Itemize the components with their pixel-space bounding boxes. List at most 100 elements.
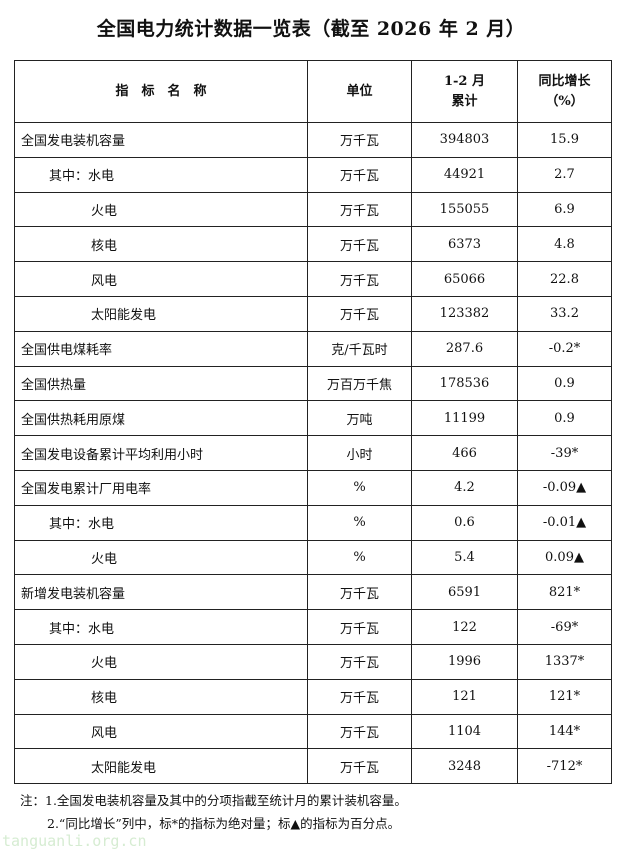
table-row: 核电 万千瓦 121 121* bbox=[14, 678, 612, 715]
cumulative-value: 155055 bbox=[411, 191, 518, 228]
unit-cell: 万吨 bbox=[307, 400, 412, 437]
indicator-name: 火电 bbox=[14, 539, 308, 576]
note-2: 2.“同比增长”列中，标*的指标为绝对量；标▲的指标为百分点。 bbox=[47, 816, 401, 831]
growth-value: 2.7 bbox=[517, 156, 612, 193]
indicator-name: 太阳能发电 bbox=[14, 748, 308, 785]
table-row: 全国发电装机容量 万千瓦 394803 15.9 bbox=[14, 122, 612, 158]
page-title: 全国电力统计数据一览表（截至 2026 年 2 月） bbox=[96, 18, 526, 40]
header-unit: 单位 bbox=[307, 60, 412, 123]
note-1: 注：1.全国发电装机容量及其中的分项指截至统计月的累计装机容量。 bbox=[20, 793, 407, 808]
indicator-name: 核电 bbox=[14, 226, 308, 263]
table-row: 新增发电装机容量 万千瓦 6591 821* bbox=[14, 574, 612, 611]
table-row: 火电% 5.4 0.09▲ bbox=[14, 539, 612, 576]
header-growth-line1: 同比增长 bbox=[538, 73, 591, 89]
cumulative-value: 287.6 bbox=[411, 330, 518, 367]
unit-cell: 克/千瓦时 bbox=[307, 330, 412, 367]
cumulative-value: 65066 bbox=[411, 261, 518, 297]
table-row: 火电 万千瓦 155055 6.9 bbox=[14, 191, 612, 228]
cumulative-value: 1996 bbox=[411, 643, 518, 680]
unit-cell: 万千瓦 bbox=[307, 156, 412, 193]
cumulative-value: 123382 bbox=[411, 295, 518, 332]
growth-value: -0.2* bbox=[517, 330, 612, 367]
growth-value: 0.09▲ bbox=[517, 539, 612, 576]
cumulative-value: 466 bbox=[411, 435, 518, 471]
power-statistics-table: 指 标 名 称 单位 1-2 月累计 同比增长 （%） 全国发电装机容量 万千瓦 39… bbox=[14, 60, 612, 785]
unit-cell: % bbox=[307, 504, 412, 541]
indicator-name: 全国发电设备累计平均利用小时 bbox=[14, 435, 308, 471]
growth-value: 0.9 bbox=[517, 365, 612, 402]
table-row: 核电 万千瓦 6373 4.8 bbox=[14, 226, 612, 263]
indicator-name: 其中：水电 bbox=[14, 609, 308, 645]
indicator-name: 太阳能发电 bbox=[14, 295, 308, 332]
growth-value: 144* bbox=[517, 713, 612, 750]
table-row: 太阳能发电 万千瓦 3248 -712* bbox=[14, 748, 612, 785]
indicator-name: 其中：水电 bbox=[14, 504, 308, 541]
header-growth-line2: （%） bbox=[545, 93, 584, 109]
growth-value: 821* bbox=[517, 574, 612, 611]
unit-cell: 万千瓦 bbox=[307, 713, 412, 750]
table-row: 太阳能发电 万千瓦 123382 33.2 bbox=[14, 295, 612, 332]
header-cumulative-line1: 1-2 月 bbox=[443, 73, 485, 89]
indicator-name: 全国供热耗用原煤 bbox=[14, 400, 308, 437]
indicator-name: 全国发电装机容量 bbox=[14, 122, 308, 158]
growth-value: 22.8 bbox=[517, 261, 612, 297]
cumulative-value: 5.4 bbox=[411, 539, 518, 576]
table-row: 其中：水电% 0.6 -0.01▲ bbox=[14, 504, 612, 541]
cumulative-value: 6591 bbox=[411, 574, 518, 611]
cumulative-value: 11199 bbox=[411, 400, 518, 437]
cumulative-value: 394803 bbox=[411, 122, 518, 158]
cumulative-value: 122 bbox=[411, 609, 518, 645]
unit-cell: 万千瓦 bbox=[307, 643, 412, 680]
header-cumulative: 1-2 月累计 bbox=[411, 60, 518, 123]
unit-cell: 万千瓦 bbox=[307, 122, 412, 158]
header-growth: 同比增长 （%） bbox=[517, 60, 612, 123]
table-header-row: 指 标 名 称 单位 1-2 月累计 同比增长 （%） bbox=[14, 60, 612, 123]
cumulative-value: 4.2 bbox=[411, 469, 518, 506]
unit-cell: 万千瓦 bbox=[307, 295, 412, 332]
notes: 注：1.全国发电装机容量及其中的分项指截至统计月的累计装机容量。 2.“同比增长… bbox=[20, 789, 407, 835]
indicator-name: 新增发电装机容量 bbox=[14, 574, 308, 611]
indicator-name: 风电 bbox=[14, 261, 308, 297]
header-indicator-name: 指 标 名 称 bbox=[14, 60, 308, 123]
growth-value: -39* bbox=[517, 435, 612, 471]
indicator-name: 全国供电煤耗率 bbox=[14, 330, 308, 367]
table-row: 全国供热量 万百万千焦 178536 0.9 bbox=[14, 365, 612, 402]
table-row: 全国发电设备累计平均利用小时 小时 466 -39* bbox=[14, 435, 612, 471]
unit-cell: 万千瓦 bbox=[307, 261, 412, 297]
indicator-name: 核电 bbox=[14, 678, 308, 715]
unit-cell: 小时 bbox=[307, 435, 412, 471]
growth-value: -712* bbox=[517, 748, 612, 785]
table-row: 全国发电累计厂用电率% 4.2 -0.09▲ bbox=[14, 469, 612, 506]
table-row: 全国供热耗用原煤 万吨 11199 0.9 bbox=[14, 400, 612, 437]
unit-cell: 万千瓦 bbox=[307, 609, 412, 645]
growth-value: 1337* bbox=[517, 643, 612, 680]
cumulative-value: 3248 bbox=[411, 748, 518, 785]
indicator-name: 风电 bbox=[14, 713, 308, 750]
cumulative-value: 121 bbox=[411, 678, 518, 715]
table-row: 火电 万千瓦 1996 1337* bbox=[14, 643, 612, 680]
header-cumulative-line2: 累计 bbox=[451, 93, 478, 109]
indicator-name: 火电 bbox=[14, 643, 308, 680]
growth-value: 4.8 bbox=[517, 226, 612, 263]
cumulative-value: 1104 bbox=[411, 713, 518, 750]
table-row: 其中：水电 万千瓦 122 -69* bbox=[14, 609, 612, 645]
indicator-name: 全国供热量 bbox=[14, 365, 308, 402]
growth-value: -0.09▲ bbox=[517, 469, 612, 506]
indicator-name: 火电 bbox=[14, 191, 308, 228]
growth-value: 0.9 bbox=[517, 400, 612, 437]
growth-value: 121* bbox=[517, 678, 612, 715]
indicator-name: 全国发电累计厂用电率 bbox=[14, 469, 308, 506]
table-row: 其中：水电 万千瓦 44921 2.7 bbox=[14, 156, 612, 193]
cumulative-value: 6373 bbox=[411, 226, 518, 263]
unit-cell: % bbox=[307, 469, 412, 506]
unit-cell: 万千瓦 bbox=[307, 748, 412, 785]
growth-value: 6.9 bbox=[517, 191, 612, 228]
unit-cell: 万百万千焦 bbox=[307, 365, 412, 402]
cumulative-value: 178536 bbox=[411, 365, 518, 402]
unit-cell: % bbox=[307, 539, 412, 576]
table-row: 风电 万千瓦 65066 22.8 bbox=[14, 261, 612, 297]
unit-cell: 万千瓦 bbox=[307, 678, 412, 715]
indicator-name: 其中：水电 bbox=[14, 156, 308, 193]
unit-cell: 万千瓦 bbox=[307, 226, 412, 263]
table-row: 风电 万千瓦 1104 144* bbox=[14, 713, 612, 750]
